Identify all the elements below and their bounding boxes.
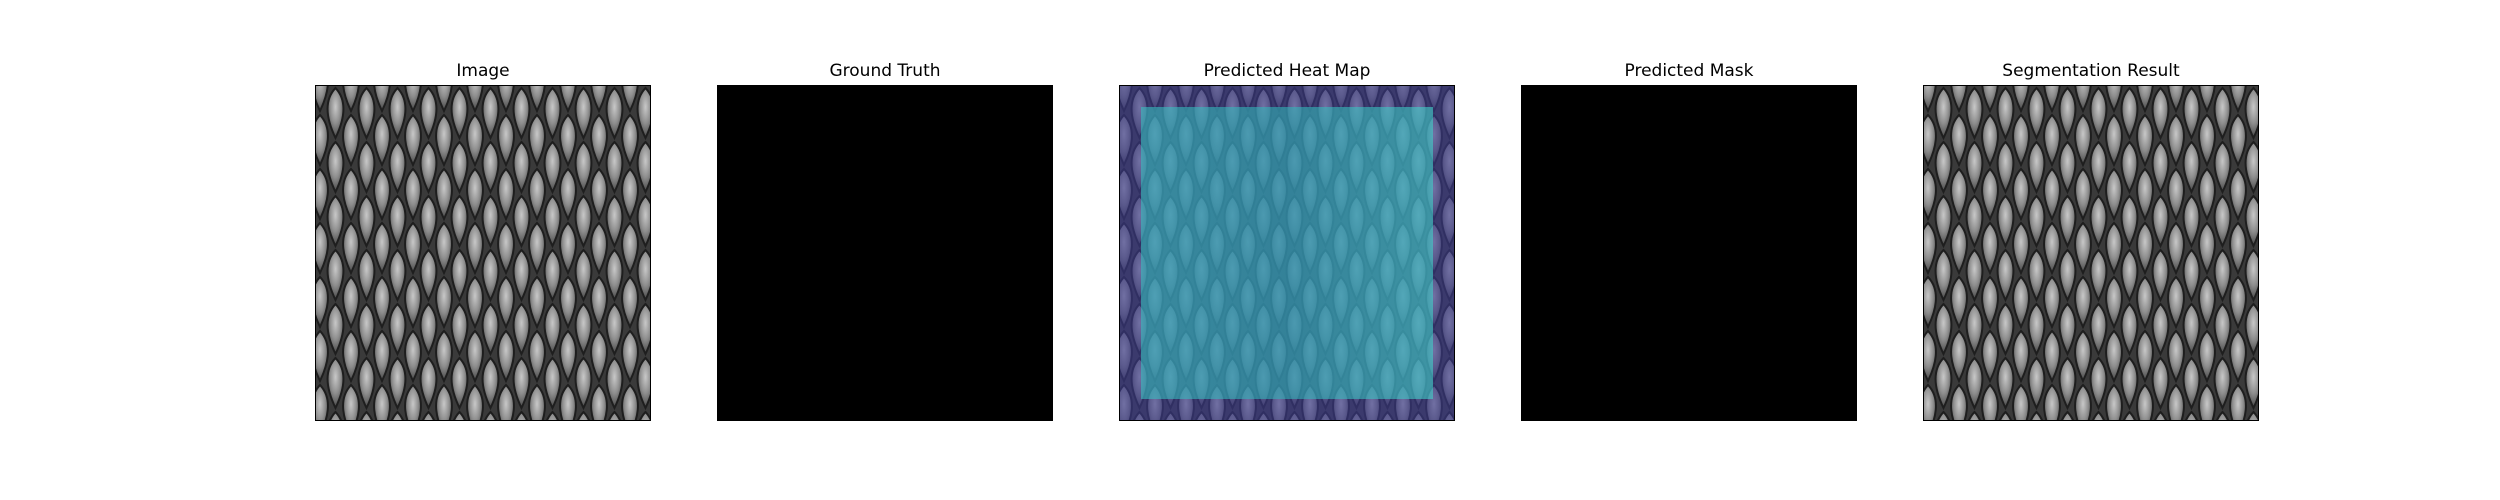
panel-title-heat-map: Predicted Heat Map — [1203, 61, 1371, 81]
panel-title-segmentation-result: Segmentation Result — [2002, 61, 2180, 81]
segmentation-result-image — [1923, 85, 2259, 421]
panel-title-ground-truth: Ground Truth — [829, 61, 941, 81]
panel-title-image: Image — [456, 61, 510, 81]
input-image — [315, 85, 651, 421]
predicted-mask — [1521, 85, 1857, 421]
panel-title-predicted-mask: Predicted Mask — [1624, 61, 1754, 81]
ground-truth-mask — [717, 85, 1053, 421]
predicted-heat-map — [1119, 85, 1455, 421]
